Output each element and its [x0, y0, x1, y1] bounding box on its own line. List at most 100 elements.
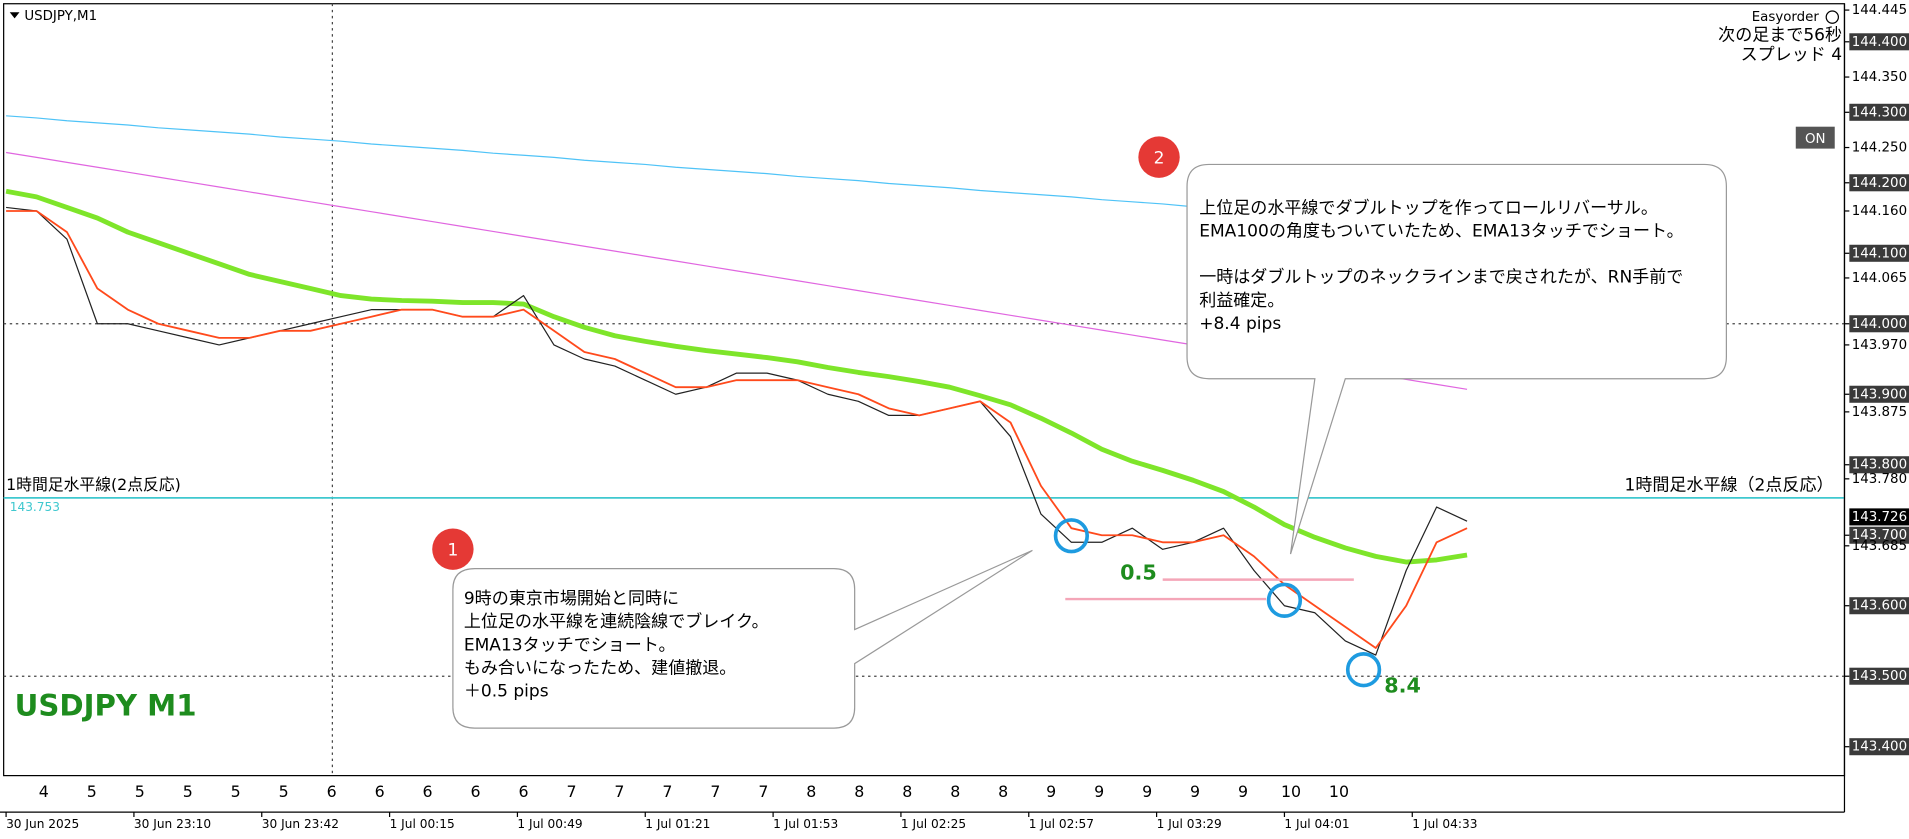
x-tick-label: 1 Jul 01:53 — [773, 817, 838, 831]
menu-triangle[interactable] — [9, 12, 20, 19]
hour-label: 9 — [1190, 782, 1200, 801]
y-tick-label: 144.250 — [1852, 141, 1907, 156]
y-tick-label: 143.800 — [1852, 458, 1907, 473]
symbol-label: USDJPY,M1 — [24, 9, 97, 24]
y-tick-box — [1849, 526, 1909, 544]
y-tick-box — [1849, 174, 1909, 192]
hour-label: 9 — [1094, 782, 1104, 801]
hour-label: 5 — [231, 782, 241, 801]
note-line: +8.4 pips — [1199, 314, 1281, 334]
hour-label: 7 — [758, 782, 768, 801]
x-tick-label: 1 Jul 04:33 — [1412, 817, 1477, 831]
x-tick-label: 1 Jul 02:25 — [901, 817, 966, 831]
hour-label: 7 — [566, 782, 576, 801]
result-label: 0.5 — [1120, 561, 1157, 585]
y-tick-label: 143.900 — [1852, 387, 1907, 402]
hour-label: 6 — [375, 782, 385, 801]
y-tick-label: 143.970 — [1852, 338, 1907, 353]
spread: スプレッド 4 — [1741, 45, 1842, 65]
price-line — [6, 210, 1468, 649]
y-tick-label: 144.160 — [1852, 204, 1907, 219]
x-tick-label: 30 Jun 23:42 — [262, 817, 339, 831]
y-tick-box — [1849, 103, 1909, 121]
current-price-label: 143.726 — [1852, 510, 1907, 525]
y-tick-label: 143.400 — [1852, 740, 1907, 755]
y-tick-label: 143.875 — [1852, 405, 1907, 420]
hour-label: 9 — [1238, 782, 1248, 801]
y-tick-label: 144.400 — [1852, 35, 1907, 50]
note-2: 上位足の水平線でダブルトップを作ってロールリバーサル。 EMA100の角度もついて… — [1199, 197, 1684, 334]
note-line: EMA13タッチでショート。 — [464, 635, 676, 655]
x-tick-label: 1 Jul 01:21 — [645, 817, 710, 831]
result-label: 8.4 — [1384, 674, 1421, 698]
hour-label: 6 — [471, 782, 481, 801]
hour-label: 8 — [806, 782, 816, 801]
note-line: 一時はダブルトップのネックラインまで戻されたが、RN手前で — [1199, 267, 1683, 288]
y-tick-box — [1849, 33, 1909, 51]
hour-label: 5 — [87, 782, 97, 801]
exit-circle — [1345, 652, 1382, 688]
y-tick-label: 143.500 — [1852, 669, 1907, 684]
note-line: ＋0.5 pips — [464, 682, 549, 702]
note-line: 上位足の水平線を連続陰線でブレイク。 — [464, 611, 769, 632]
on-button-label[interactable]: ON — [1805, 132, 1826, 147]
hour-label: 4 — [39, 782, 49, 801]
on-button[interactable] — [1795, 126, 1835, 149]
x-tick-label: 1 Jul 00:15 — [390, 817, 455, 831]
hour-label: 9 — [1046, 782, 1056, 801]
level-label: 1時間足水平線(2点反応) — [6, 475, 181, 494]
plugin-icon — [1825, 10, 1839, 24]
note-line: 上位足の水平線でダブルトップを作ってロールリバーサル。 — [1199, 197, 1658, 218]
note-line: もみ合いになったため、建値撤退。 — [464, 658, 737, 678]
y-tick-label: 143.685 — [1852, 539, 1907, 554]
y-tick-label: 143.700 — [1852, 528, 1907, 543]
hour-label: 6 — [423, 782, 433, 801]
x-tick-label: 30 Jun 2025 — [6, 817, 79, 831]
note-line: 9時の東京市場開始と同時に — [464, 589, 679, 609]
callout-2 — [1186, 163, 1727, 555]
y-tick-label: 143.780 — [1852, 472, 1907, 487]
hour-label: 7 — [614, 782, 624, 801]
y-tick-label: 144.000 — [1852, 317, 1907, 332]
y-tick-label: 144.445 — [1852, 3, 1907, 18]
hour-label: 7 — [710, 782, 720, 801]
y-tick-label: 144.300 — [1852, 105, 1907, 120]
hour-label: 8 — [998, 782, 1008, 801]
level-label: 1時間足水平線（2点反応） — [1625, 476, 1834, 496]
y-tick-box — [1849, 667, 1909, 685]
countdown: 次の足まで56秒 — [1718, 25, 1842, 45]
hour-label: 6 — [327, 782, 337, 801]
hour-label: 8 — [902, 782, 912, 801]
marker — [1138, 136, 1180, 178]
y-tick-box — [1849, 738, 1909, 756]
x-tick-label: 1 Jul 02:57 — [1029, 817, 1094, 831]
price-line — [5, 188, 1468, 565]
x-tick-label: 1 Jul 04:01 — [1284, 817, 1349, 831]
y-tick-label: 144.200 — [1852, 176, 1907, 191]
hour-label: 6 — [518, 782, 528, 801]
hour-label: 9 — [1142, 782, 1152, 801]
y-tick-box — [1849, 315, 1909, 333]
x-tick-label: 1 Jul 00:49 — [517, 817, 582, 831]
watermark: USDJPY M1 — [15, 688, 197, 722]
y-tick-box — [1849, 597, 1909, 615]
y-tick-box — [1849, 244, 1909, 262]
hour-label: 5 — [135, 782, 145, 801]
hour-label: 8 — [854, 782, 864, 801]
hour-label: 10 — [1329, 782, 1349, 801]
level-value: 143.753 — [10, 500, 60, 514]
hour-label: 8 — [950, 782, 960, 801]
marker-label: 2 — [1154, 148, 1165, 168]
marker-label: 1 — [447, 540, 458, 560]
hour-label: 5 — [183, 782, 193, 801]
y-tick-label: 144.350 — [1852, 70, 1907, 85]
hour-label: 10 — [1281, 782, 1301, 801]
y-tick-box — [1849, 456, 1909, 474]
plugin-name: Easyorder — [1752, 10, 1820, 25]
x-tick-label: 1 Jul 03:29 — [1157, 817, 1222, 831]
entry-circle — [1053, 518, 1090, 554]
